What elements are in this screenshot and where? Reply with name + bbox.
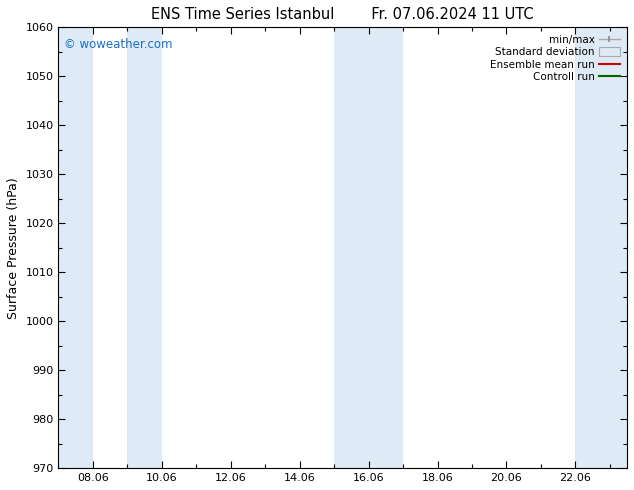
Legend: min/max, Standard deviation, Ensemble mean run, Controll run: min/max, Standard deviation, Ensemble me…	[488, 32, 622, 84]
Title: ENS Time Series Istanbul        Fr. 07.06.2024 11 UTC: ENS Time Series Istanbul Fr. 07.06.2024 …	[152, 7, 534, 22]
Bar	[368, 27, 403, 468]
Bar	[127, 27, 162, 468]
Text: © woweather.com: © woweather.com	[64, 38, 172, 51]
Bar	[334, 27, 368, 468]
Y-axis label: Surface Pressure (hPa): Surface Pressure (hPa)	[7, 177, 20, 318]
Bar	[58, 27, 93, 468]
Bar	[576, 27, 627, 468]
